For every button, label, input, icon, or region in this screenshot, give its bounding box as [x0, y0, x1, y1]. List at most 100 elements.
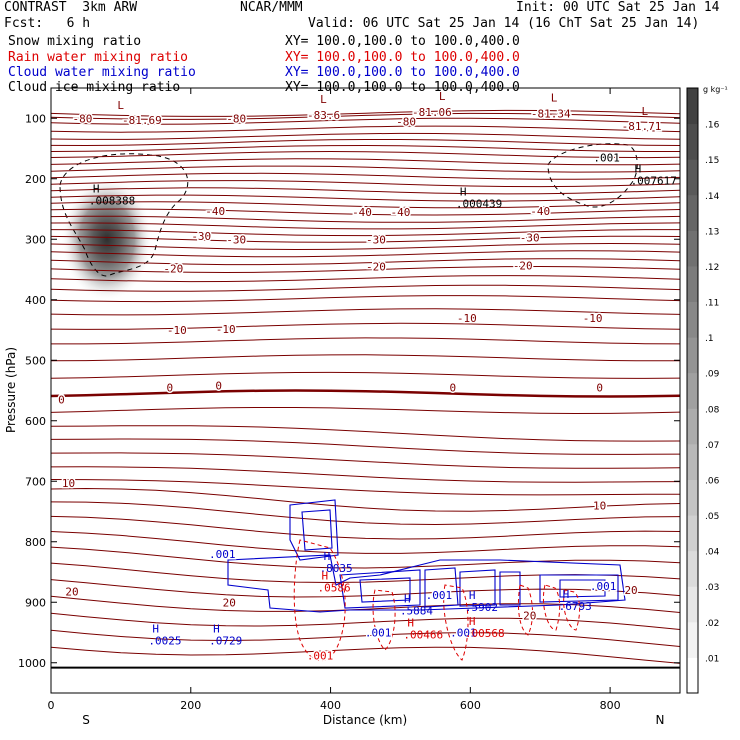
- contour-label: -10: [583, 312, 603, 325]
- contour-label: -80: [73, 112, 93, 125]
- colorbar-tick-label: .03: [705, 583, 719, 593]
- isotherm-line: [51, 425, 680, 442]
- colorbar-swatch: [687, 443, 698, 480]
- extremum-value: .0729: [209, 635, 242, 648]
- header-center: NCAR/MMM: [240, 0, 303, 15]
- colorbar-tick-label: .14: [705, 192, 720, 202]
- isotherm-line: [51, 629, 680, 647]
- colorbar-swatch: [687, 408, 698, 445]
- high-marker: H: [324, 550, 331, 563]
- colorbar-swatch: [687, 515, 698, 552]
- low-marker: L: [551, 91, 558, 104]
- colorbar-swatch: [687, 88, 698, 125]
- contour-label: -81.71: [622, 120, 662, 133]
- rain-water-contour: [372, 589, 396, 651]
- cloud-water-contour: [289, 499, 339, 561]
- isotherm-line: [51, 531, 680, 554]
- contour-label: .001: [426, 589, 453, 602]
- isotherm-line: [51, 250, 680, 258]
- x-axis-left-end-label: S: [82, 713, 90, 727]
- extremum-value: .8035: [320, 562, 353, 575]
- contour-label: -10: [167, 324, 187, 337]
- colorbar-tick-label: .08: [705, 405, 720, 415]
- contour-label: -30: [366, 233, 386, 246]
- contour-label: .001: [365, 627, 392, 640]
- isotherm-line: [51, 172, 680, 180]
- isotherm-line: [51, 487, 680, 512]
- y-tick-label: 900: [25, 596, 46, 609]
- extremum-value: .5884: [400, 604, 433, 617]
- colorbar-tick-label: .16: [705, 121, 720, 131]
- contour-label: 0: [58, 394, 65, 407]
- header-model: CONTRAST 3km ARW: [4, 0, 138, 15]
- contour-label: -10: [216, 323, 236, 336]
- isotherm-line: [51, 438, 680, 455]
- cloud-water-contour: [339, 569, 421, 609]
- high-marker: H: [152, 623, 159, 636]
- extremum-value: .0586: [317, 581, 350, 594]
- isotherm-line: [51, 579, 680, 598]
- contour-label: 0: [215, 380, 222, 393]
- cloud-water-contour: [499, 571, 521, 606]
- x-tick-label: 400: [320, 699, 341, 712]
- colorbar-tick-label: .06: [705, 476, 720, 486]
- high-marker: H: [469, 615, 476, 628]
- plot-frame: [50, 87, 681, 694]
- contour-label: -40: [391, 206, 411, 219]
- high-marker: H: [469, 589, 476, 602]
- isotherm-line: [51, 389, 680, 398]
- contour-label: 0: [166, 381, 173, 394]
- low-marker: L: [642, 105, 649, 118]
- colorbar-swatch: [687, 194, 698, 231]
- y-axis-title: Pressure (hPa): [4, 347, 18, 433]
- x-axis-title: Distance (km): [323, 713, 407, 727]
- isotherm-line: [51, 284, 680, 292]
- x-tick-label: 200: [180, 699, 201, 712]
- isotherm-line: [51, 407, 680, 415]
- y-tick-label: 100: [25, 112, 46, 125]
- isotherm-line: [51, 235, 680, 243]
- isotherm-line: [51, 112, 680, 120]
- rain-water-contour: [517, 584, 533, 636]
- cloud-water-contour: [559, 579, 606, 598]
- high-marker: H: [563, 588, 570, 601]
- isotherm-line: [51, 144, 680, 152]
- cloud-ice-outline-west: [59, 153, 189, 277]
- contour-label: -81.69: [122, 114, 162, 127]
- contour-label: .001: [209, 548, 236, 561]
- contour-label: -81.06: [412, 106, 452, 119]
- high-marker: H: [635, 163, 642, 176]
- x-axis-right-end-label: N: [656, 713, 665, 727]
- contour-label: -10: [457, 312, 477, 325]
- colorbar-tick-label: .07: [705, 441, 719, 451]
- y-tick-label: 600: [25, 415, 46, 428]
- contour-label: -81.34: [531, 107, 571, 120]
- contour-label: .001: [307, 649, 334, 662]
- field-cloudwater-xy: XY= 100.0,100.0 to 100.0,400.0: [285, 65, 520, 80]
- header-valid: Valid: 06 UTC Sat 25 Jan 14 (16 ChT Sat …: [308, 16, 700, 31]
- isotherm-line: [51, 242, 680, 251]
- contour-label: 10: [62, 477, 75, 490]
- isotherm-line: [51, 201, 680, 209]
- isotherm-line: [51, 354, 680, 362]
- contour-label: 10: [593, 499, 606, 512]
- y-tick-label: 300: [25, 233, 46, 246]
- isotherm-line: [51, 222, 680, 230]
- isotherm-line: [51, 150, 680, 159]
- field-snow-xy: XY= 100.0,100.0 to 100.0,400.0: [285, 34, 520, 49]
- isotherm-line: [51, 452, 680, 469]
- isotherm-line: [51, 275, 680, 283]
- contour-label: -40: [205, 205, 225, 218]
- isotherm-line: [51, 466, 680, 483]
- extremum-value: .007617: [631, 175, 677, 188]
- contour-label: -30: [191, 230, 211, 243]
- high-marker: H: [404, 592, 411, 605]
- isotherm-line: [51, 595, 680, 613]
- isotherm-line: [51, 308, 680, 316]
- extremum-value: .0025: [148, 635, 181, 648]
- contour-label: -80: [226, 112, 246, 125]
- colorbar-tick-label: .12: [705, 263, 719, 273]
- isotherm-line: [51, 139, 680, 147]
- cloud-water-contour: [539, 574, 619, 603]
